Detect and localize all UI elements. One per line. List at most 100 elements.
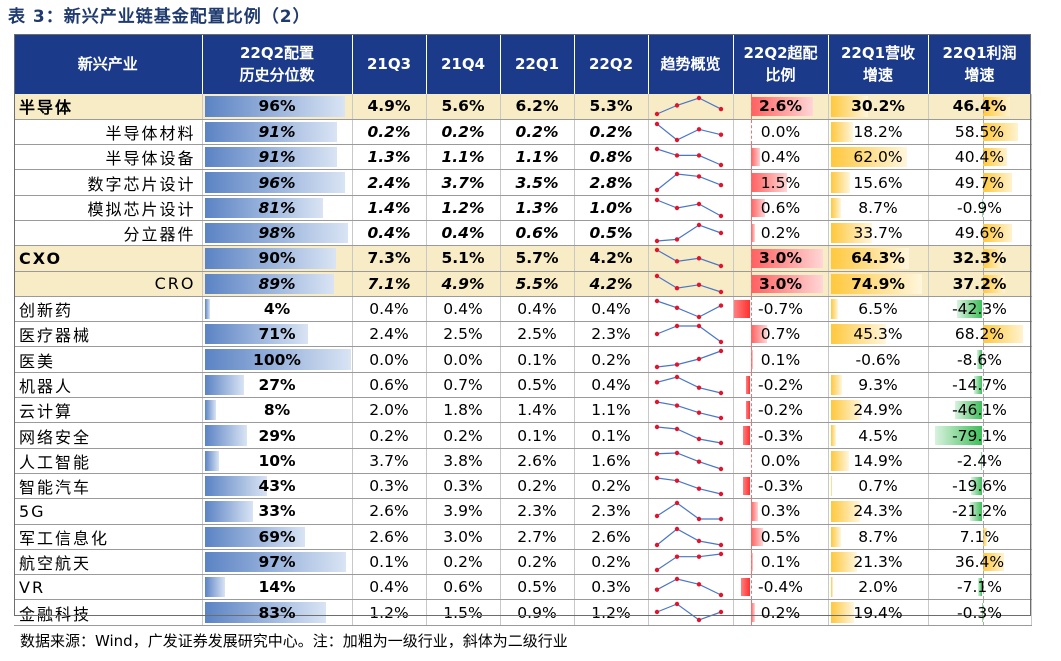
revenue-value: 19.4% xyxy=(853,603,903,622)
quarter-value: 2.5% xyxy=(426,321,501,348)
trend-line xyxy=(656,502,721,520)
percentile-bar xyxy=(204,222,348,244)
quarter-value: 0.1% xyxy=(352,549,427,576)
trend-sparkline xyxy=(648,245,734,272)
quarter-value: 0.6% xyxy=(500,220,575,247)
overweight-value: 2.6% xyxy=(759,97,802,116)
trend-point xyxy=(718,592,723,598)
percentile-cell: 96% xyxy=(202,94,353,120)
revenue-value: 2.0% xyxy=(858,578,898,597)
overweight-cell: 0.1% xyxy=(733,549,829,576)
revenue-cell: 0.7% xyxy=(828,473,929,500)
quarter-value: 3.8% xyxy=(426,448,501,474)
profit-value: 37.2% xyxy=(952,274,1007,293)
percentile-bar xyxy=(204,425,247,446)
trend-point xyxy=(718,390,723,395)
percentile-cell: 89% xyxy=(202,271,353,297)
overweight-value: 0.4% xyxy=(760,148,801,167)
percentile-cell: 69% xyxy=(202,524,353,550)
industry-name: 云计算 xyxy=(14,397,203,424)
quarter-value: 0.2% xyxy=(500,473,575,500)
quarter-value: 3.7% xyxy=(426,169,501,196)
trend-point xyxy=(674,602,679,607)
profit-cell: -7.1% xyxy=(928,574,1032,601)
quarter-value: 0.2% xyxy=(574,119,649,146)
trend-point xyxy=(674,103,679,108)
revenue-value: 74.9% xyxy=(851,274,905,293)
trend-point xyxy=(674,259,679,264)
trend-sparkline xyxy=(648,422,734,449)
trend-line xyxy=(656,452,721,470)
trend-point xyxy=(696,538,701,543)
table-row: 人工智能 10% 3.7% 3.8% 2.6% 1.6% 0.0% 14.9% -2.4% xyxy=(14,448,1032,474)
percentile-bar xyxy=(204,400,217,421)
trend-point xyxy=(718,162,723,168)
trend-point xyxy=(654,238,659,244)
trend-point xyxy=(654,425,659,430)
overweight-cell: 0.6% xyxy=(733,195,829,221)
overweight-cell: 0.2% xyxy=(733,220,829,247)
quarter-value: 0.2% xyxy=(426,119,501,146)
profit-zero-line xyxy=(982,398,984,422)
trend-point xyxy=(674,374,679,379)
profit-zero-line xyxy=(982,473,984,498)
quarter-value: 0.4% xyxy=(500,296,575,323)
industry-name: CRO xyxy=(14,271,203,297)
header-21q4: 21Q4 xyxy=(426,34,501,94)
trend-point xyxy=(654,542,659,547)
trend-point xyxy=(674,501,679,506)
trend-point xyxy=(718,610,723,615)
trend-point xyxy=(674,576,679,582)
trend-line xyxy=(656,300,721,318)
industry-name: CXO xyxy=(14,245,203,272)
overweight-bar xyxy=(750,552,753,572)
profit-bar xyxy=(935,426,983,445)
profit-value: -19.6% xyxy=(952,477,1007,496)
quarter-value: 1.3% xyxy=(500,195,575,221)
revenue-cell: 8.7% xyxy=(828,195,929,221)
overweight-bar xyxy=(750,603,756,622)
profit-value: 36.4% xyxy=(954,552,1005,571)
profit-zero-line xyxy=(982,220,984,245)
profit-value: -2.4% xyxy=(957,451,1002,470)
table-row: 医美 100% 0.0% 0.0% 0.1% 0.2% 0.1% -0.6% -8.6% xyxy=(14,346,1032,373)
percentile-value: 96% xyxy=(258,173,296,192)
quarter-value: 4.2% xyxy=(574,271,649,297)
profit-cell: 36.4% xyxy=(928,549,1032,576)
trend-point xyxy=(696,153,701,158)
industry-name: 创新药 xyxy=(14,296,203,323)
trend-sparkline xyxy=(648,599,734,626)
profit-cell: 68.2% xyxy=(928,321,1032,348)
quarter-value: 0.2% xyxy=(426,549,501,576)
percentile-value: 29% xyxy=(258,426,296,445)
quarter-value: 3.5% xyxy=(500,169,575,196)
quarter-value: 2.6% xyxy=(574,524,649,550)
quarter-value: 2.4% xyxy=(352,169,427,196)
overweight-value: 0.1% xyxy=(760,552,801,571)
percentile-cell: 14% xyxy=(202,574,353,601)
table-row: 军工信息化 69% 2.6% 3.0% 2.7% 2.6% 0.5% 8.7% 7.1% xyxy=(14,524,1032,550)
percentile-bar xyxy=(204,602,326,623)
quarter-value: 5.3% xyxy=(574,94,649,120)
table-row: 5G 33% 2.6% 3.9% 2.3% 2.3% 0.3% 24.3% -21.2% xyxy=(14,498,1032,525)
trend-point xyxy=(654,331,659,337)
trend-sparkline xyxy=(648,346,734,373)
table-row: 分立器件 98% 0.4% 0.4% 0.6% 0.5% 0.2% 33.7% 49.6% xyxy=(14,220,1032,247)
trend-point xyxy=(654,197,659,202)
trend-point xyxy=(696,323,701,329)
trend-point xyxy=(654,365,659,370)
percentile-cell: 33% xyxy=(202,498,353,525)
overweight-bar xyxy=(750,148,761,167)
revenue-bar xyxy=(830,273,923,294)
revenue-cell: 15.6% xyxy=(828,169,929,196)
trend-point xyxy=(718,339,723,345)
industry-name: 金融科技 xyxy=(14,599,203,626)
overweight-zero-line xyxy=(750,398,752,422)
profit-cell: 40.4% xyxy=(928,144,1032,171)
trend-line xyxy=(656,477,721,495)
trend-point xyxy=(696,459,701,464)
overweight-cell: -0.3% xyxy=(733,422,829,449)
profit-bar xyxy=(981,198,983,217)
trend-point xyxy=(696,174,701,180)
profit-zero-line xyxy=(982,423,984,448)
